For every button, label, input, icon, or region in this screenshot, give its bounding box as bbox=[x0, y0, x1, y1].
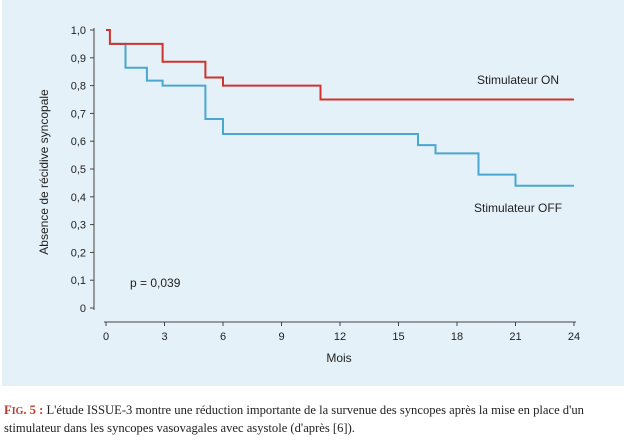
series-label-stimulateur-on: Stimulateur ON bbox=[477, 73, 559, 87]
y-tick-label: 0,5 bbox=[71, 164, 86, 176]
x-axis-label: Mois bbox=[326, 351, 351, 365]
y-axis-label: Absence de récidive syncopale bbox=[37, 89, 51, 255]
x-tick-label: 21 bbox=[509, 331, 521, 343]
x-tick-label: 15 bbox=[392, 331, 404, 343]
figure-label-smallcaps: IG bbox=[11, 406, 24, 417]
figure-label-number: . 5 : bbox=[23, 403, 44, 417]
tick-marks bbox=[90, 29, 575, 326]
series-lines bbox=[106, 29, 574, 187]
y-tick-label: 0,7 bbox=[71, 108, 86, 120]
x-tick-label: 9 bbox=[278, 331, 284, 343]
y-tick-label: 0,9 bbox=[71, 53, 86, 65]
figure-panel: 0 0,1 0,2 0,3 0,4 0,5 0,6 0,7 0,8 0,9 1,0 0 3 6 9 12 15 1… bbox=[2, 0, 624, 386]
x-tick-label: 24 bbox=[568, 331, 580, 343]
x-tick-label: 12 bbox=[334, 331, 346, 343]
figure-label: FIG. 5 : bbox=[4, 403, 43, 417]
series-line-stimulateur-off bbox=[109, 42, 574, 187]
y-tick-label: 0,2 bbox=[71, 247, 86, 259]
caption-text: L'étude ISSUE-3 montre une réduction imp… bbox=[4, 403, 584, 435]
kaplan-meier-chart: 0 0,1 0,2 0,3 0,4 0,5 0,6 0,7 0,8 0,9 1,0 0 3 6 9 12 15 1… bbox=[37, 25, 580, 365]
y-tick-label: 0,8 bbox=[71, 81, 86, 93]
y-tick-label: 0,3 bbox=[71, 220, 86, 232]
tick-labels: 0 0,1 0,2 0,3 0,4 0,5 0,6 0,7 0,8 0,9 1,0 0 3 6 9 12 15 1… bbox=[71, 25, 580, 343]
figure-label-initial: F bbox=[4, 403, 12, 417]
x-tick-label: 0 bbox=[103, 331, 109, 343]
x-tick-label: 18 bbox=[451, 331, 463, 343]
x-tick-label: 6 bbox=[220, 331, 226, 343]
y-tick-label: 0,4 bbox=[71, 192, 86, 204]
x-tick-label: 3 bbox=[161, 331, 167, 343]
y-tick-label: 0,6 bbox=[71, 136, 86, 148]
y-tick-label: 0,1 bbox=[71, 275, 86, 287]
y-tick-label: 1,0 bbox=[71, 25, 86, 37]
series-label-stimulateur-off: Stimulateur OFF bbox=[474, 201, 562, 215]
y-tick-label: 0 bbox=[80, 303, 86, 315]
p-value-annotation: p = 0,039 bbox=[130, 276, 181, 290]
figure-caption: FIG. 5 : L'étude ISSUE-3 montre une rédu… bbox=[4, 402, 624, 437]
series-line-stimulateur-on bbox=[106, 29, 574, 101]
